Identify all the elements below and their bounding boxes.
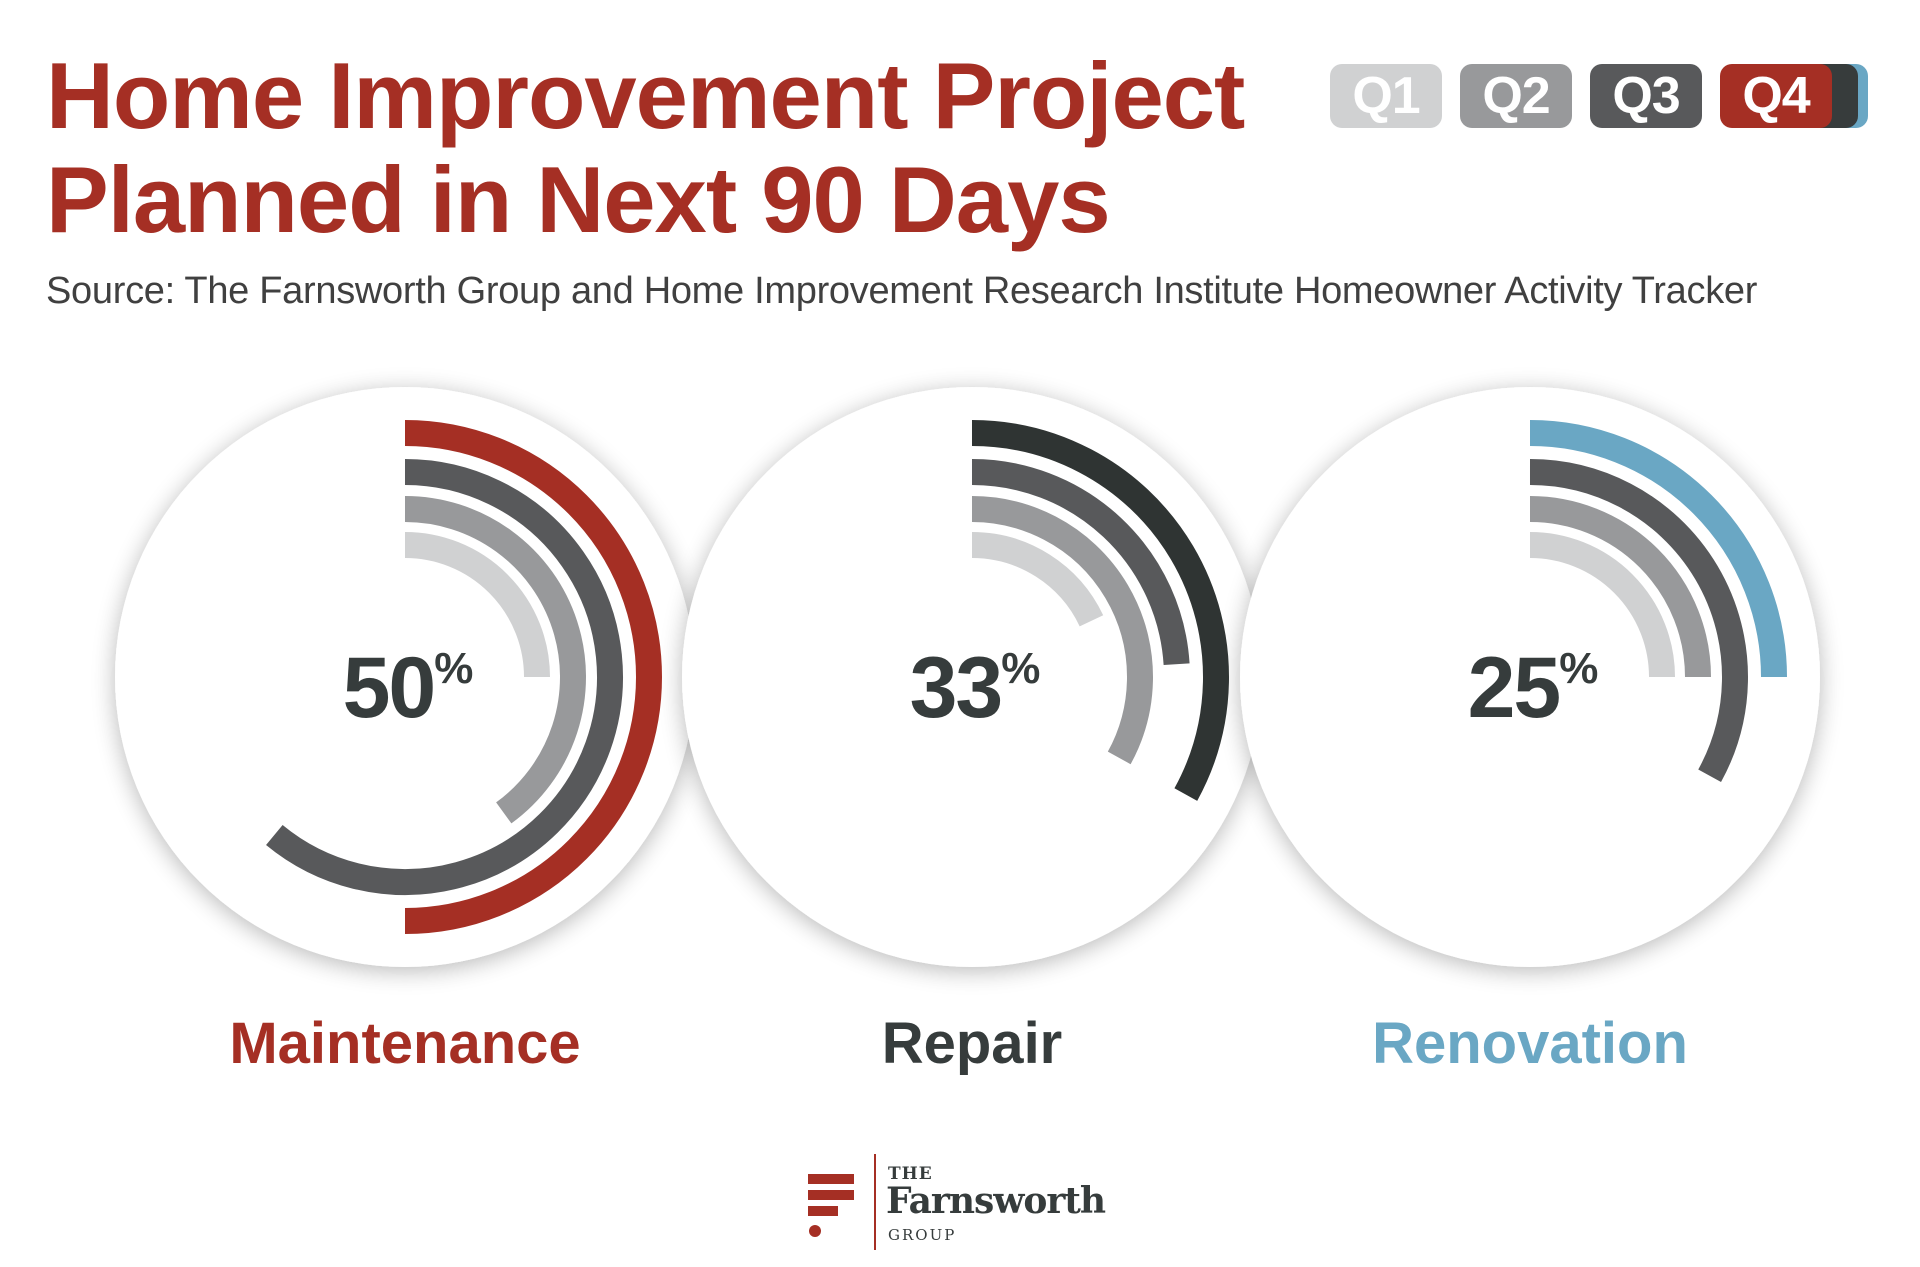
- arc-repair-q3: [971, 459, 1190, 666]
- chart-title-line-1: Home Improvement Project: [46, 43, 1245, 148]
- chart-subtitle: Source: The Farnsworth Group and Home Im…: [46, 270, 1758, 312]
- logo-divider: [874, 1154, 876, 1250]
- value-maintenance-number: 50: [343, 640, 435, 736]
- arc-renovation-q1: [1529, 532, 1675, 678]
- label-maintenance: Maintenance: [229, 1011, 580, 1076]
- value-renovation: 25%: [1468, 640, 1598, 736]
- arc-renovation-q2: [1529, 496, 1711, 678]
- legend-q1: Q1: [1330, 64, 1442, 128]
- logo-the: THE: [888, 1164, 933, 1184]
- arc-maintenance-q4: [404, 420, 662, 934]
- arc-maintenance-q2: [404, 496, 586, 824]
- logo-group: GROUP: [888, 1226, 957, 1244]
- chart-title-line-2: Planned in Next 90 Days: [46, 147, 1111, 252]
- chart-title: Home Improvement Project Planned in Next…: [46, 44, 1306, 252]
- value-repair-unit: %: [1001, 644, 1039, 693]
- legend-q4: Q4: [1720, 64, 1832, 128]
- value-renovation-number: 25: [1468, 640, 1560, 736]
- arc-renovation-q3: [1529, 459, 1748, 783]
- value-renovation-unit: %: [1559, 644, 1597, 693]
- legend-q2: Q2: [1460, 64, 1572, 128]
- logo-name: Farnsworth: [886, 1180, 1106, 1222]
- farnsworth-logo: THE Farnsworth GROUP: [808, 1150, 1128, 1250]
- arc-maintenance-q1: [404, 532, 550, 678]
- value-maintenance: 50%: [343, 640, 473, 736]
- arc-repair-q1: [971, 532, 1104, 627]
- legend-q3: Q3: [1590, 64, 1702, 128]
- arc-maintenance-q3: [266, 459, 623, 895]
- farnsworth-logo-mark-icon: [808, 1174, 854, 1237]
- arc-repair-q4: [971, 420, 1229, 801]
- value-repair-number: 33: [910, 640, 1002, 736]
- arc-repair-q2: [971, 496, 1153, 765]
- label-renovation: Renovation: [1372, 1011, 1688, 1076]
- value-repair: 33%: [910, 640, 1040, 736]
- value-maintenance-unit: %: [434, 644, 472, 693]
- arc-renovation-q4: [1529, 420, 1787, 678]
- quarter-legend: Q1 Q2 Q3 Q4: [1330, 64, 1890, 128]
- label-repair: Repair: [882, 1011, 1063, 1076]
